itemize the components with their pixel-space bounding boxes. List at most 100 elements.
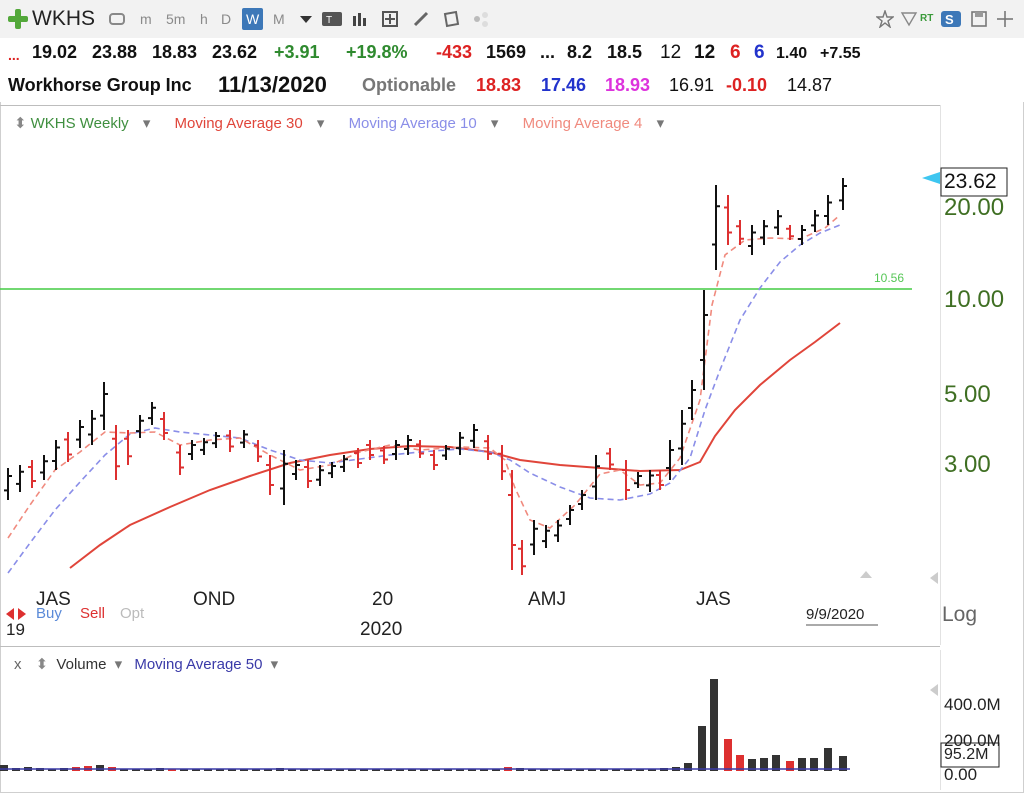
sell-button[interactable]: Sell — [80, 605, 106, 622]
volume-bar — [772, 755, 780, 771]
quote-change-pct: +19.8% — [346, 42, 408, 62]
price-bars — [4, 178, 847, 575]
add-symbol-icon[interactable] — [8, 9, 28, 29]
link-icon[interactable] — [108, 10, 126, 28]
ma10-line — [7, 224, 841, 574]
volume-scroll-left-icon[interactable] — [930, 684, 938, 696]
volume-legend: x ⬍ Volume ▾ Moving Average 50 ▾ — [14, 655, 278, 673]
scroll-up-icon[interactable] — [860, 571, 872, 578]
settings-s-icon[interactable]: S — [940, 10, 962, 28]
company-name: Workhorse Group Inc — [8, 75, 192, 95]
volume-bar — [648, 769, 656, 771]
volume-bar — [96, 765, 104, 771]
volume-bar — [228, 769, 236, 771]
chevron-down-icon[interactable]: ▾ — [656, 115, 665, 132]
period-h[interactable]: h — [200, 11, 208, 27]
period-m[interactable]: m — [140, 11, 152, 27]
chevron-down-icon[interactable]: ▾ — [114, 656, 123, 673]
quote-row2-c: 18.93 — [605, 75, 651, 95]
quote-value-8: 6 — [754, 42, 765, 63]
share-icon[interactable] — [472, 10, 490, 28]
favorite-star-icon[interactable] — [876, 10, 894, 28]
drag-handle-icon[interactable]: ⬍ — [35, 656, 49, 673]
quote-change: +3.91 — [274, 42, 320, 62]
quote-value-10: +7.55 — [820, 45, 861, 62]
volume-bar — [432, 769, 440, 771]
indicator-icon[interactable] — [381, 10, 399, 28]
symbol-label[interactable]: WKHS — [32, 7, 95, 30]
ma4-line — [7, 214, 841, 539]
buy-button[interactable]: Buy — [36, 605, 62, 622]
bar-chart-icon[interactable] — [351, 10, 369, 28]
price-label-3: 3.00 — [944, 451, 991, 478]
price-marker-icon — [922, 172, 940, 184]
chevron-down-icon[interactable]: ▾ — [316, 115, 325, 132]
quote-value-6: 12 — [694, 42, 716, 63]
volume-bar — [252, 769, 260, 771]
period-d[interactable]: D — [221, 11, 232, 27]
volume-bar — [144, 769, 152, 771]
flag-icon[interactable] — [900, 10, 918, 28]
period-w[interactable]: W — [242, 8, 264, 30]
move-icon[interactable] — [996, 10, 1014, 28]
volume-bar — [839, 756, 847, 771]
current-price-label: 23.62 — [944, 170, 997, 193]
draw-pencil-icon[interactable] — [412, 10, 430, 28]
time-label-jas-2019: JAS — [36, 589, 71, 610]
quote-panel: ... 19.02 23.88 18.83 23.62 +3.91 +19.8%… — [0, 38, 1024, 102]
quote-value-5: 12 — [660, 42, 682, 63]
log-scale-toggle[interactable]: Log — [942, 603, 978, 626]
period-m-monthly[interactable]: M — [273, 11, 285, 27]
legend-ma10[interactable]: Moving Average 10 ▾ — [348, 115, 499, 132]
opt-button[interactable]: Opt — [120, 605, 145, 622]
close-icon[interactable]: x — [14, 656, 22, 673]
save-icon[interactable] — [970, 10, 988, 28]
note-icon[interactable] — [442, 10, 460, 28]
period-dropdown-icon[interactable] — [297, 10, 315, 28]
chevron-down-icon[interactable]: ▾ — [490, 115, 499, 132]
volume-study[interactable]: Volume — [56, 656, 107, 673]
volume-bars — [0, 679, 847, 771]
quote-neg-value: -433 — [436, 42, 473, 62]
year-label-2020: 2020 — [360, 619, 403, 640]
volume-bar — [724, 739, 732, 771]
volume-label-0: 0.00 — [944, 765, 978, 784]
quote-date: 11/13/2020 — [218, 72, 327, 97]
time-label-20: 20 — [372, 589, 394, 610]
svg-text:T: T — [326, 15, 332, 26]
scroll-left-icon[interactable] — [930, 572, 938, 584]
volume-bar — [588, 769, 596, 771]
volume-bar — [192, 769, 200, 771]
volume-bar — [336, 769, 344, 771]
volume-bar — [384, 769, 392, 771]
svg-text:S: S — [945, 12, 954, 27]
volume-bar — [180, 769, 188, 771]
legend-ma30[interactable]: Moving Average 30 ▾ — [174, 115, 325, 132]
quote-open: 19.02 — [32, 42, 78, 62]
period-5m[interactable]: 5m — [166, 11, 186, 27]
trade-arrow-icon-2[interactable] — [18, 608, 26, 620]
quote-row2-e: -0.10 — [726, 75, 768, 95]
chart-type-icon[interactable]: T — [321, 10, 343, 28]
study-legend: ⬍ WKHS Weekly ▾ Moving Average 30 ▾ Movin… — [14, 114, 684, 132]
chevron-down-icon[interactable]: ▾ — [142, 115, 151, 132]
volume-bar — [612, 769, 620, 771]
legend-symbol[interactable]: ⬍ WKHS Weekly ▾ — [14, 115, 151, 132]
volume-bar — [710, 679, 718, 771]
drag-handle-icon[interactable]: ⬍ — [14, 115, 27, 132]
quote-high: 23.88 — [92, 42, 138, 62]
trade-arrow-icon[interactable] — [6, 608, 14, 620]
volume-bar — [48, 769, 56, 771]
volume-bar — [420, 769, 428, 771]
realtime-icon[interactable]: RT — [920, 13, 934, 24]
quote-value-3: 8.2 — [567, 42, 593, 62]
volume-ma50-study[interactable]: Moving Average 50 — [134, 656, 263, 673]
quote-ellipsis-2: ... — [540, 42, 556, 62]
legend-ma4[interactable]: Moving Average 4 ▾ — [522, 115, 665, 132]
volume-bar — [552, 769, 560, 771]
price-label-10: 10.00 — [944, 286, 1005, 313]
ma30-line — [69, 322, 841, 569]
chevron-down-icon[interactable]: ▾ — [270, 656, 279, 673]
volume-bar — [798, 758, 806, 771]
volume-bar — [824, 748, 832, 771]
